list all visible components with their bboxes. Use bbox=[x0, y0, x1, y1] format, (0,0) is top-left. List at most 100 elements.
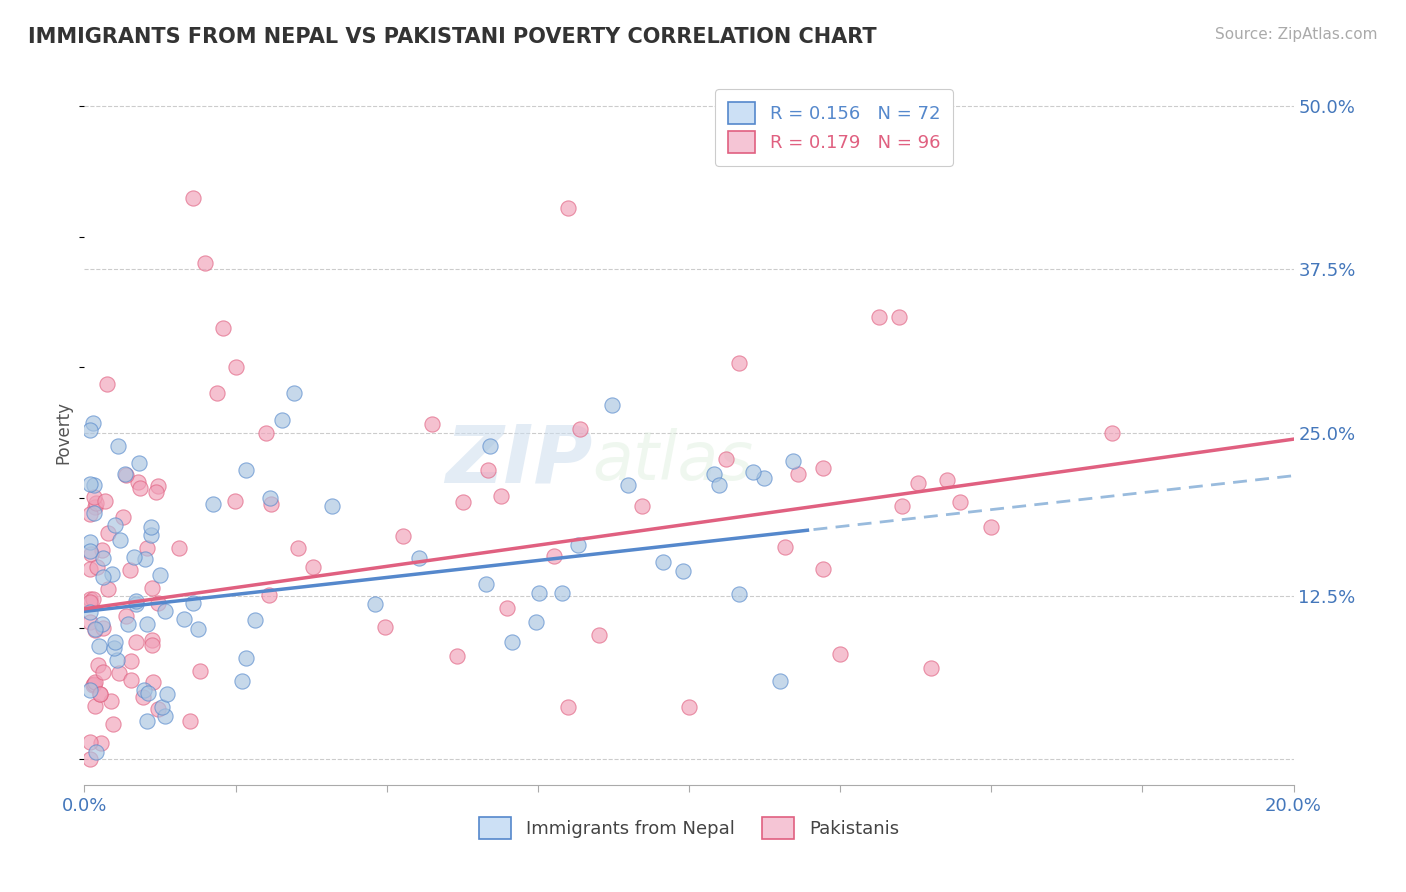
Point bbox=[115, 608, 138, 623]
Point bbox=[527, 586, 550, 600]
Point bbox=[557, 699, 579, 714]
Point bbox=[949, 495, 972, 509]
Point bbox=[84, 698, 107, 713]
Point bbox=[128, 456, 150, 470]
Point bbox=[96, 376, 118, 391]
Point bbox=[141, 632, 163, 647]
Point bbox=[79, 595, 101, 609]
Point bbox=[82, 416, 104, 430]
Point bbox=[117, 617, 139, 632]
Point bbox=[79, 615, 101, 630]
Text: IMMIGRANTS FROM NEPAL VS PAKISTANI POVERTY CORRELATION CHART: IMMIGRANTS FROM NEPAL VS PAKISTANI POVER… bbox=[28, 27, 877, 46]
Point bbox=[125, 635, 148, 649]
Point bbox=[82, 591, 104, 606]
Point bbox=[477, 463, 499, 477]
Point bbox=[478, 439, 501, 453]
Point bbox=[79, 605, 101, 619]
Point bbox=[243, 613, 266, 627]
Text: Source: ZipAtlas.com: Source: ZipAtlas.com bbox=[1215, 27, 1378, 42]
Point bbox=[392, 529, 415, 543]
Point bbox=[135, 541, 157, 555]
Point bbox=[107, 439, 129, 453]
Point bbox=[678, 699, 700, 714]
Point bbox=[83, 478, 105, 492]
Text: ZIP: ZIP bbox=[444, 422, 592, 500]
Point bbox=[145, 484, 167, 499]
Point bbox=[101, 567, 124, 582]
Point bbox=[907, 475, 929, 490]
Point bbox=[173, 612, 195, 626]
Point bbox=[408, 550, 430, 565]
Point bbox=[136, 617, 159, 632]
Point bbox=[148, 702, 170, 716]
Point bbox=[224, 494, 246, 508]
Point bbox=[181, 191, 204, 205]
Point bbox=[167, 541, 190, 555]
Point bbox=[79, 535, 101, 549]
Point bbox=[868, 310, 890, 324]
Point bbox=[135, 714, 157, 728]
Point bbox=[187, 622, 209, 636]
Point bbox=[149, 568, 172, 582]
Point bbox=[110, 533, 132, 548]
Point bbox=[79, 592, 101, 607]
Point bbox=[287, 541, 309, 556]
Point bbox=[179, 714, 201, 728]
Point bbox=[150, 699, 173, 714]
Point bbox=[83, 506, 105, 520]
Point bbox=[231, 674, 253, 689]
Point bbox=[364, 597, 387, 611]
Point bbox=[131, 690, 153, 704]
Point bbox=[91, 621, 114, 635]
Point bbox=[709, 478, 731, 492]
Point bbox=[84, 500, 107, 514]
Point bbox=[588, 628, 610, 642]
Point bbox=[235, 650, 257, 665]
Point bbox=[124, 597, 146, 611]
Point bbox=[451, 494, 474, 508]
Point bbox=[194, 256, 217, 270]
Point bbox=[93, 551, 115, 566]
Point bbox=[118, 563, 141, 577]
Point bbox=[489, 489, 512, 503]
Point bbox=[142, 674, 165, 689]
Point bbox=[475, 577, 498, 591]
Point bbox=[114, 467, 136, 481]
Point bbox=[97, 526, 120, 541]
Point bbox=[201, 497, 224, 511]
Text: atlas: atlas bbox=[592, 428, 754, 494]
Point bbox=[112, 510, 135, 524]
Point bbox=[104, 518, 127, 533]
Point bbox=[630, 499, 652, 513]
Point bbox=[82, 678, 104, 692]
Point bbox=[775, 541, 797, 555]
Point bbox=[134, 551, 156, 566]
Point bbox=[501, 635, 523, 649]
Point bbox=[754, 471, 776, 485]
Point bbox=[652, 555, 675, 569]
Point bbox=[87, 658, 110, 673]
Point bbox=[235, 463, 257, 477]
Point bbox=[617, 478, 640, 492]
Point bbox=[90, 736, 112, 750]
Point bbox=[139, 528, 162, 542]
Point bbox=[120, 673, 142, 687]
Point bbox=[557, 201, 579, 215]
Point bbox=[141, 638, 163, 652]
Point bbox=[141, 520, 163, 534]
Point bbox=[100, 694, 122, 708]
Point bbox=[600, 398, 623, 412]
Point bbox=[89, 687, 111, 701]
Point bbox=[127, 475, 149, 489]
Point bbox=[920, 660, 942, 674]
Y-axis label: Poverty: Poverty bbox=[55, 401, 73, 464]
Point bbox=[551, 585, 574, 599]
Point bbox=[104, 635, 127, 649]
Point bbox=[830, 648, 852, 662]
Point bbox=[86, 496, 108, 510]
Point bbox=[420, 417, 443, 432]
Point bbox=[79, 423, 101, 437]
Point bbox=[190, 665, 212, 679]
Point bbox=[83, 677, 105, 691]
Point bbox=[79, 752, 101, 766]
